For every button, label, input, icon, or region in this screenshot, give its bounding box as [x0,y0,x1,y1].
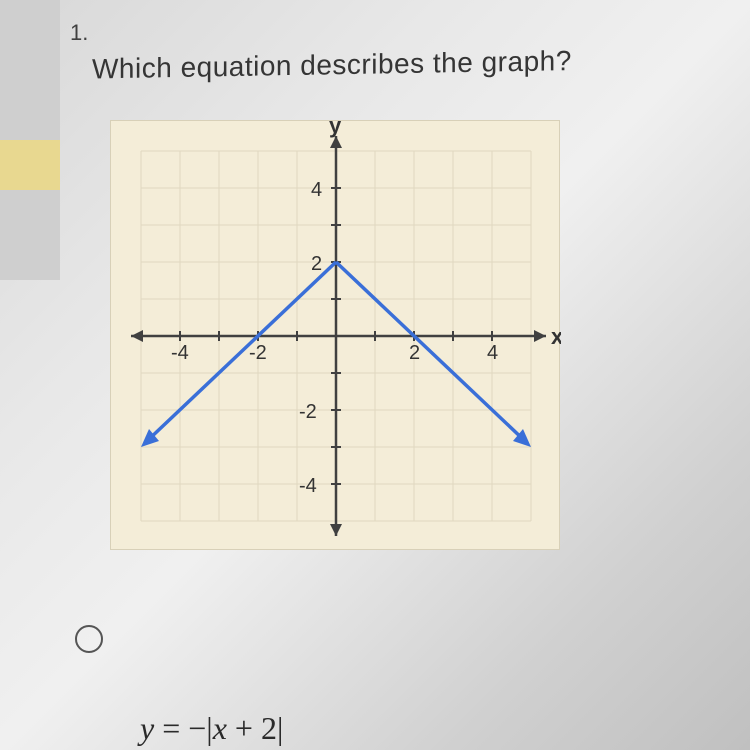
coordinate-graph: -4 -2 2 4 4 2 -2 -4 x y [111,121,561,551]
y-tick-label: -2 [299,401,317,423]
x-tick-label: -2 [249,342,267,364]
answer-option-1[interactable] [75,625,103,653]
equation-neg: − [188,710,206,746]
equation-plus: + [227,710,261,746]
equation-x: x [213,710,227,746]
equation-const: 2 [261,710,277,746]
y-axis-label: y [329,121,342,138]
question-number: 1. [70,20,720,46]
worksheet-page: 1. Which equation describes the graph? [0,0,750,750]
x-axis-arrow-left [131,330,143,342]
y-tick-label: 2 [311,253,322,275]
x-tick-label: -4 [171,342,189,364]
x-tick-label: 2 [409,342,420,364]
graph-container: -4 -2 2 4 4 2 -2 -4 x y [110,120,560,550]
equation-option-1: y = −|x + 2| [140,710,283,747]
yellow-sidebar-strip [0,140,60,190]
x-tick-label: 4 [487,342,498,364]
y-tick-label: -4 [299,475,317,497]
equation-y: y [140,710,154,746]
y-tick-label: 4 [311,179,322,201]
x-axis-arrow-right [534,330,546,342]
y-axis-arrow-down [330,524,342,536]
x-axis-label: x [551,324,561,349]
question-text: Which equation describes the graph? [92,43,720,86]
equation-eq: = [154,710,188,746]
question-block: 1. Which equation describes the graph? [70,20,720,80]
radio-button-icon[interactable] [75,625,103,653]
equation-abs-close: | [277,710,283,746]
